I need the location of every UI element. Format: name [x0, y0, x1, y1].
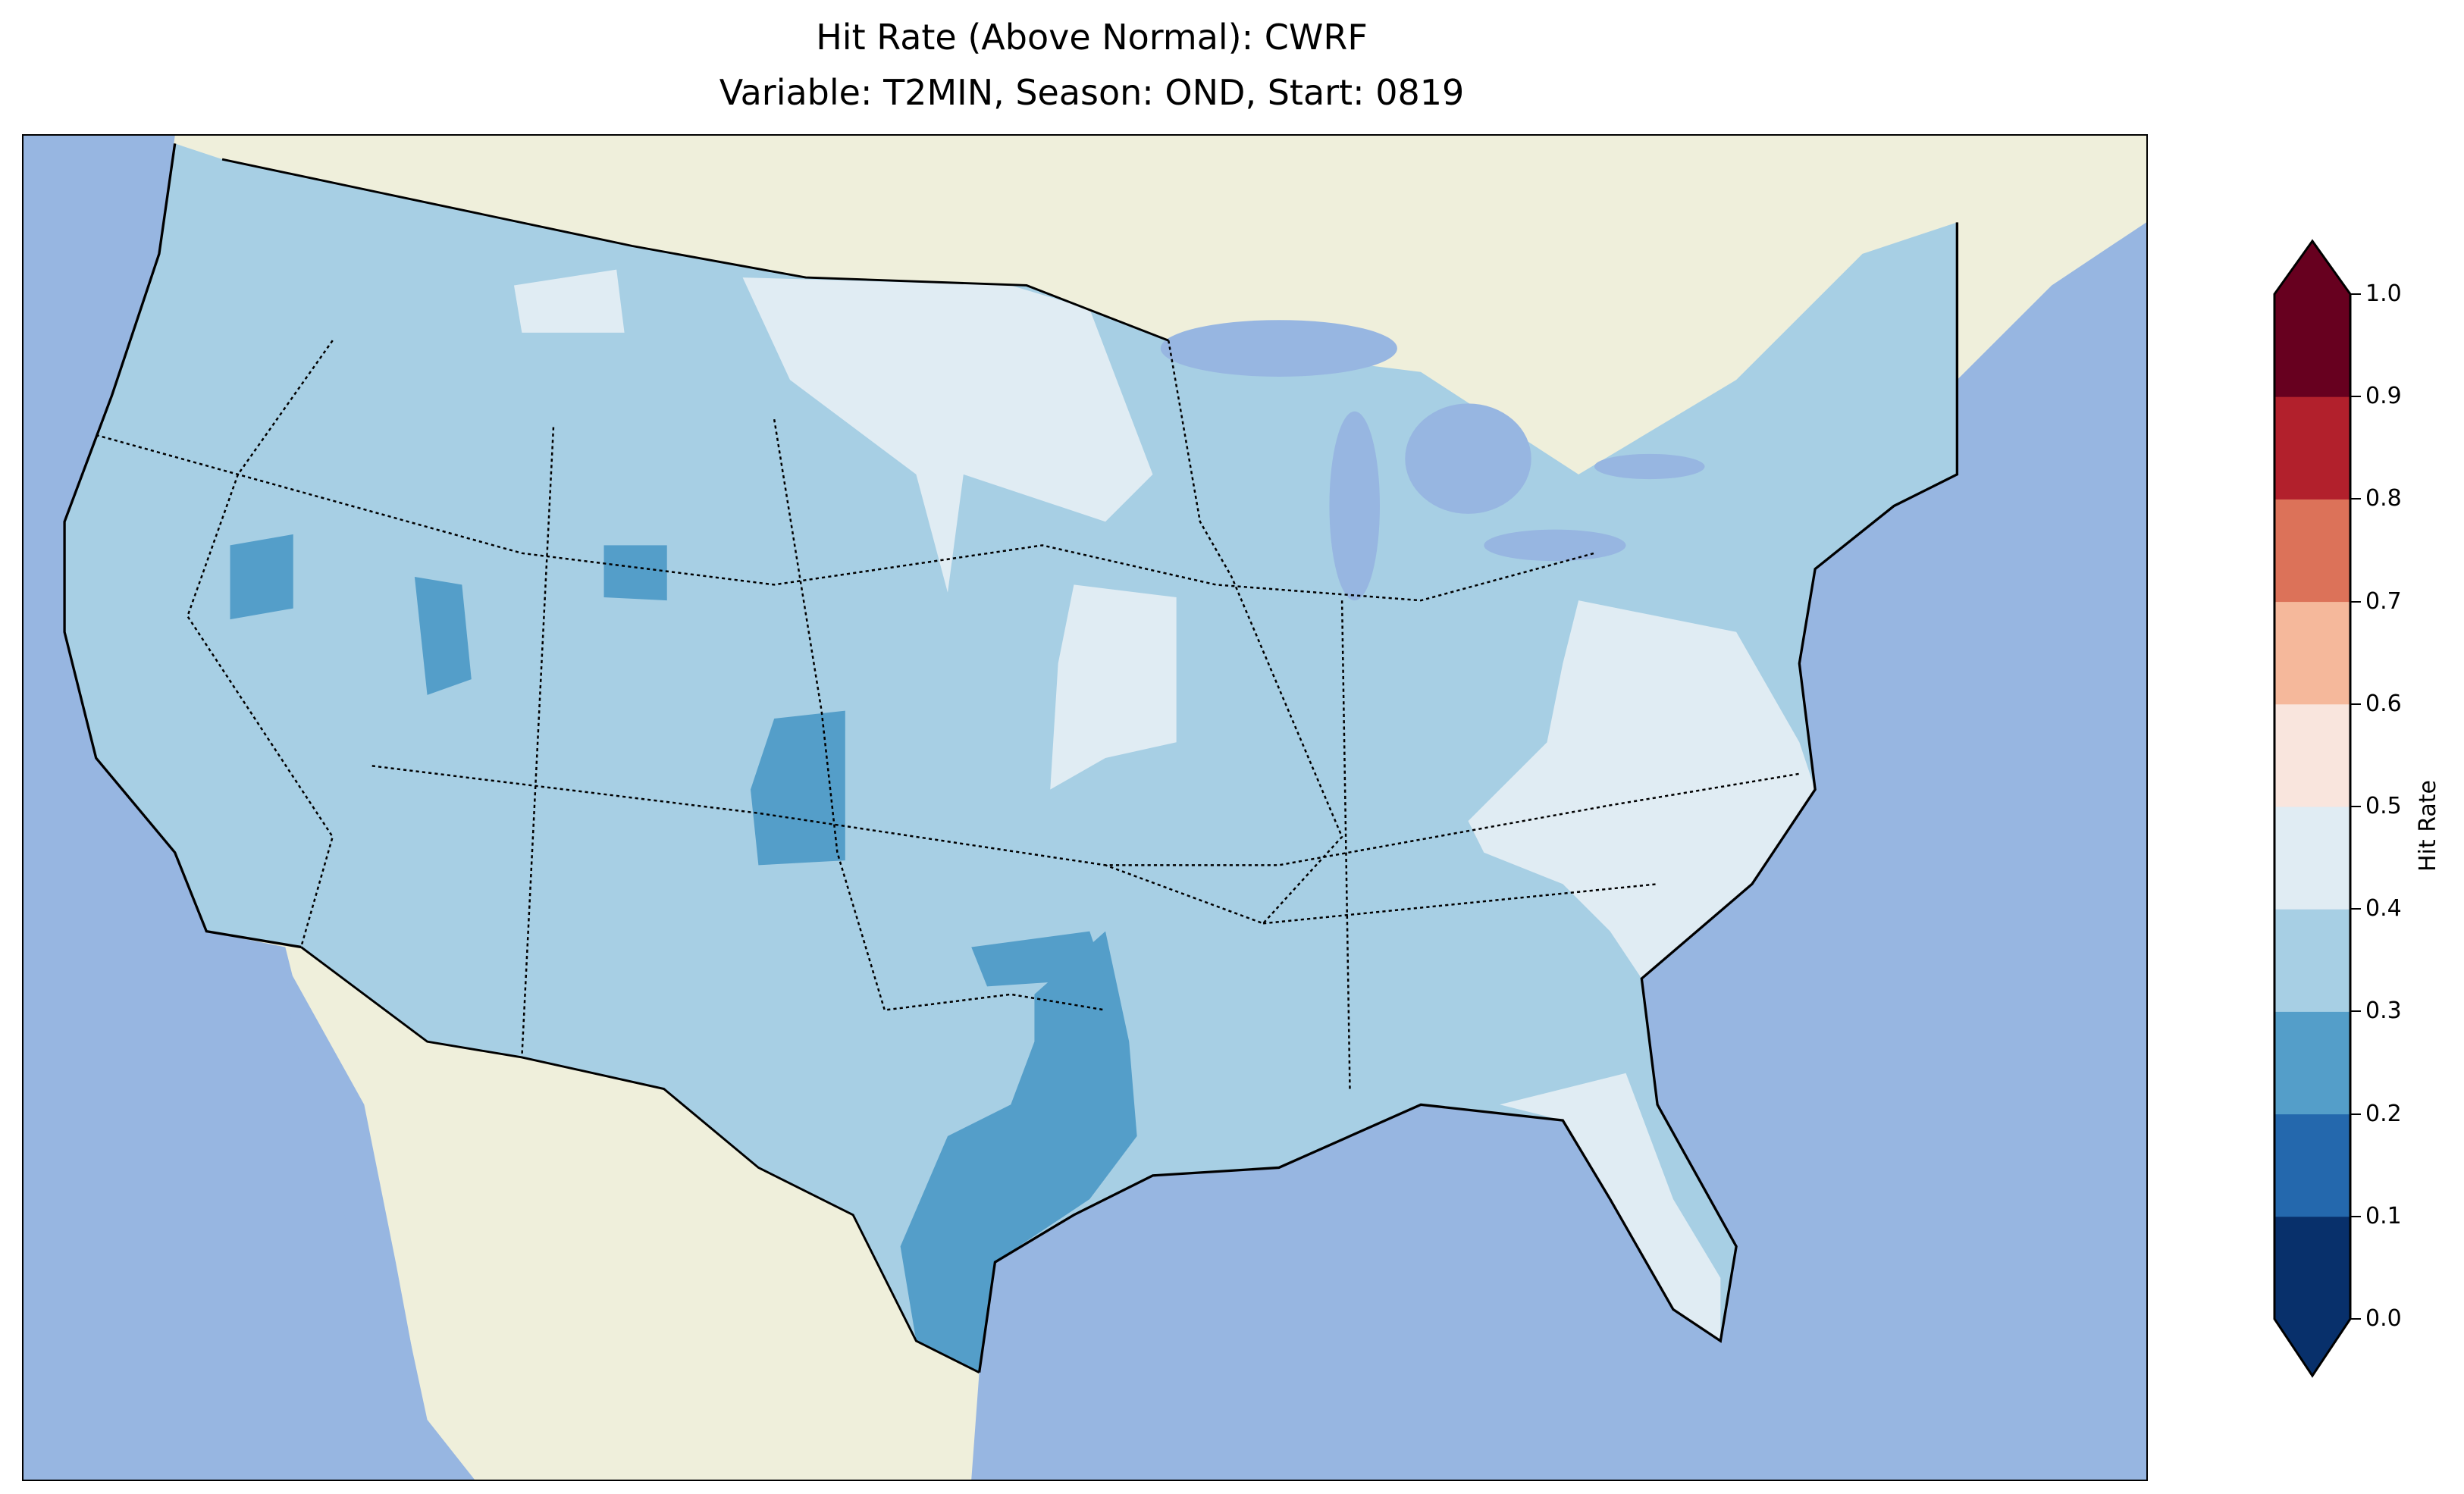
colorbar-tick-mark: [2350, 1010, 2361, 1013]
colorbar-extend-max: [2274, 241, 2350, 294]
colorbar-tick-mark: [2350, 1215, 2361, 1217]
colorbar-extend-min: [2274, 1319, 2350, 1376]
colorbar-segment: [2274, 294, 2350, 397]
colorbar-segment: [2274, 1011, 2350, 1115]
coastline: [63, 143, 1959, 1373]
colorbar-segment: [2274, 909, 2350, 1012]
colorbar-tick-label: 0.4: [2365, 895, 2402, 922]
colorbar-tick-label: 0.8: [2365, 485, 2402, 512]
map-panel: [22, 134, 2148, 1481]
colorbar-tick-label: 0.0: [2365, 1305, 2402, 1332]
pacific-ocean: [24, 136, 475, 1480]
colorbar-tick-mark: [2350, 600, 2361, 603]
colorbar-tick-mark: [2350, 703, 2361, 705]
hit-rate-02-03-patches: [230, 534, 1137, 1373]
colorbar-tick-label: 1.0: [2365, 280, 2402, 307]
colorbar-tick-mark: [2350, 1318, 2361, 1320]
colorbar-segment: [2274, 601, 2350, 705]
chart-title-line1: Hit Rate (Above Normal): CWRF: [816, 17, 1368, 58]
great-lakes: [1160, 320, 1705, 601]
colorbar-tick-label: 0.3: [2365, 998, 2402, 1025]
colorbar-tick-label: 0.9: [2365, 383, 2402, 410]
colorbar-label: Hit Rate: [2415, 780, 2441, 872]
colorbar-tick-mark: [2350, 908, 2361, 910]
colorbar-tick-label: 0.6: [2365, 690, 2402, 717]
gulf-of-california: [285, 963, 420, 1389]
colorbar-tick-mark: [2350, 396, 2361, 398]
colorbar-tick-mark: [2350, 1113, 2361, 1115]
colorbar-tick-label: 0.7: [2365, 587, 2402, 615]
colorbar-segment: [2274, 1113, 2350, 1217]
colorbar-segment: [2274, 499, 2350, 603]
atlantic-gulf-ocean: [971, 222, 2146, 1480]
hit-rate-04-05-patches: [513, 269, 1816, 1342]
colorbar: [2273, 239, 2352, 1378]
colorbar-tick-label: 0.5: [2365, 793, 2402, 819]
colorbar-segment: [2274, 807, 2350, 910]
colorbar-segment: [2274, 1216, 2350, 1320]
colorbar-tick-mark: [2350, 293, 2361, 295]
chart-title-line2: Variable: T2MIN, Season: OND, Start: 081…: [719, 72, 1465, 113]
international-border: [221, 158, 1169, 1373]
colorbar-tick-label: 0.1: [2365, 1202, 2402, 1229]
colorbar-segment: [2274, 396, 2350, 500]
colorbar-tick-mark: [2350, 498, 2361, 500]
colorbar-tick-mark: [2350, 806, 2361, 807]
colorbar-tick-label: 0.2: [2365, 1100, 2402, 1127]
colorbar-segment: [2274, 703, 2350, 807]
state-borders: [96, 340, 1800, 1089]
